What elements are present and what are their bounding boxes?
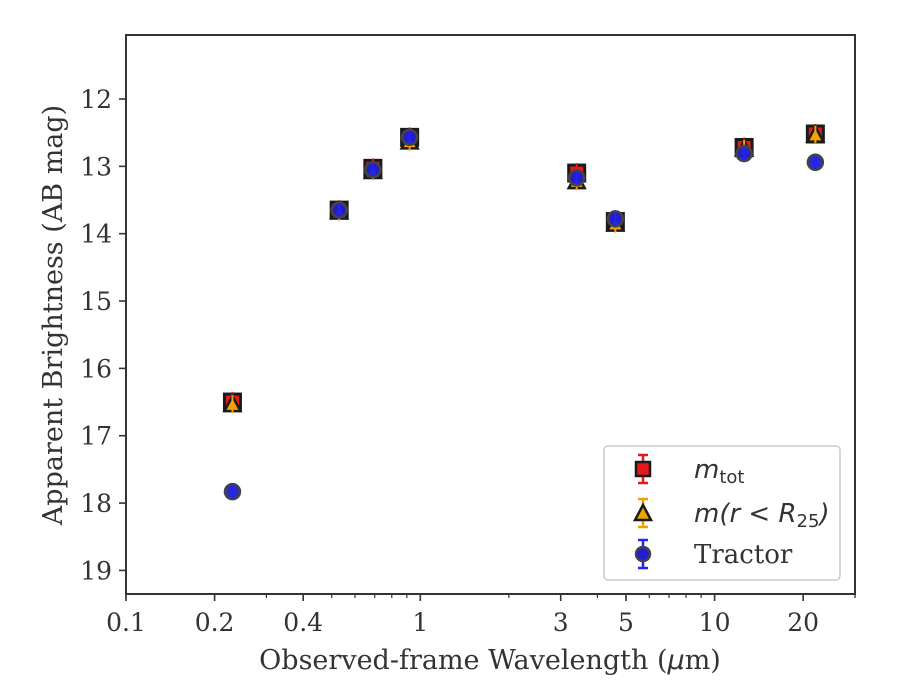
x-tick-label: 3: [553, 608, 569, 637]
legend-tractor-circle-marker: [634, 545, 652, 563]
legend-markers: [632, 453, 654, 570]
x-tick-label: 1: [412, 608, 428, 637]
legend: mtot m(r < R25) Tractor: [603, 445, 841, 581]
legend-box: [603, 445, 841, 581]
y-tick-label: 15: [80, 287, 112, 316]
x-tick-label: 20: [787, 608, 819, 637]
legend-mtot-square-marker: [634, 460, 652, 478]
legend-label-mr25: m(r < R25): [694, 499, 830, 532]
y-tick-label: 14: [80, 220, 112, 249]
x-tick-label: 0.1: [106, 608, 146, 637]
y-tick-label: 18: [80, 489, 112, 518]
x-axis-label: Observed-frame Wavelength (μm): [259, 645, 721, 676]
data-markers: [222, 124, 826, 501]
legend-label-tractor: Tractor: [694, 540, 793, 570]
x-tick-label: 5: [618, 608, 634, 637]
y-tick-label: 13: [80, 152, 112, 181]
legend-label-mtot: mtot: [694, 455, 744, 488]
y-tick-label: 16: [80, 354, 112, 383]
x-tick-label: 10: [699, 608, 731, 637]
x-tick-label: 0.2: [195, 608, 235, 637]
x-tick-label: 0.4: [283, 608, 323, 637]
plot-frame: [125, 34, 856, 595]
y-axis-label: Apparent Brightness (AB mag): [38, 105, 69, 526]
legend-mr25-triangle-marker: [632, 502, 654, 522]
y-tick-label: 12: [80, 85, 112, 114]
y-tick-label: 17: [80, 422, 112, 451]
y-tick-label: 19: [80, 556, 112, 585]
